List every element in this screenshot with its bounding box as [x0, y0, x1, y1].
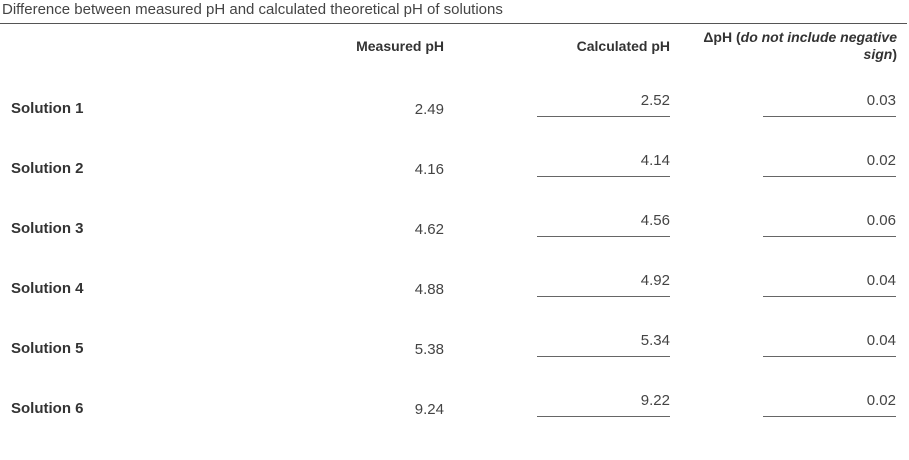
calculated-ph-field[interactable]: 4.56 — [537, 212, 670, 237]
table-row: Solution 6 9.24 9.22 0.02 — [0, 392, 909, 460]
row-label: Solution 4 — [11, 280, 84, 297]
calculated-ph-field[interactable]: 5.34 — [537, 332, 670, 357]
calculated-ph-field[interactable]: 4.14 — [537, 152, 670, 177]
column-header-delta-ph: ΔpH (do not include negative sign) — [667, 29, 897, 63]
header-divider — [0, 23, 907, 24]
row-label: Solution 2 — [11, 160, 84, 177]
measured-ph-value: 2.49 — [414, 101, 444, 118]
delta-header-prefix: ΔpH ( — [703, 29, 741, 45]
delta-header-suffix: ) — [892, 46, 897, 62]
delta-ph-field[interactable]: 0.04 — [763, 272, 896, 297]
row-label: Solution 3 — [11, 220, 84, 237]
delta-ph-field[interactable]: 0.03 — [763, 92, 896, 117]
table-row: Solution 1 2.49 2.52 0.03 — [0, 92, 909, 160]
column-header-measured-ph: Measured pH — [356, 38, 444, 54]
table-row: Solution 5 5.38 5.34 0.04 — [0, 332, 909, 400]
row-label: Solution 1 — [11, 100, 84, 117]
measured-ph-value: 4.88 — [414, 281, 444, 298]
delta-ph-field[interactable]: 0.04 — [763, 332, 896, 357]
measured-ph-value: 5.38 — [414, 341, 444, 358]
table-row: Solution 3 4.62 4.56 0.06 — [0, 212, 909, 280]
calculated-ph-field[interactable]: 9.22 — [537, 392, 670, 417]
row-label: Solution 6 — [11, 400, 84, 417]
measured-ph-value: 4.62 — [414, 221, 444, 238]
delta-header-note: do not include negative sign — [740, 29, 897, 62]
table-caption: Difference between measured pH and calcu… — [2, 1, 503, 18]
row-label: Solution 5 — [11, 340, 84, 357]
measured-ph-value: 4.16 — [414, 161, 444, 178]
delta-ph-field[interactable]: 0.02 — [763, 392, 896, 417]
column-header-calculated-ph: Calculated pH — [576, 38, 670, 54]
delta-ph-field[interactable]: 0.06 — [763, 212, 896, 237]
table-row: Solution 2 4.16 4.14 0.02 — [0, 152, 909, 220]
table-row: Solution 4 4.88 4.92 0.04 — [0, 272, 909, 340]
measured-ph-value: 9.24 — [414, 401, 444, 418]
calculated-ph-field[interactable]: 2.52 — [537, 92, 670, 117]
calculated-ph-field[interactable]: 4.92 — [537, 272, 670, 297]
delta-ph-field[interactable]: 0.02 — [763, 152, 896, 177]
